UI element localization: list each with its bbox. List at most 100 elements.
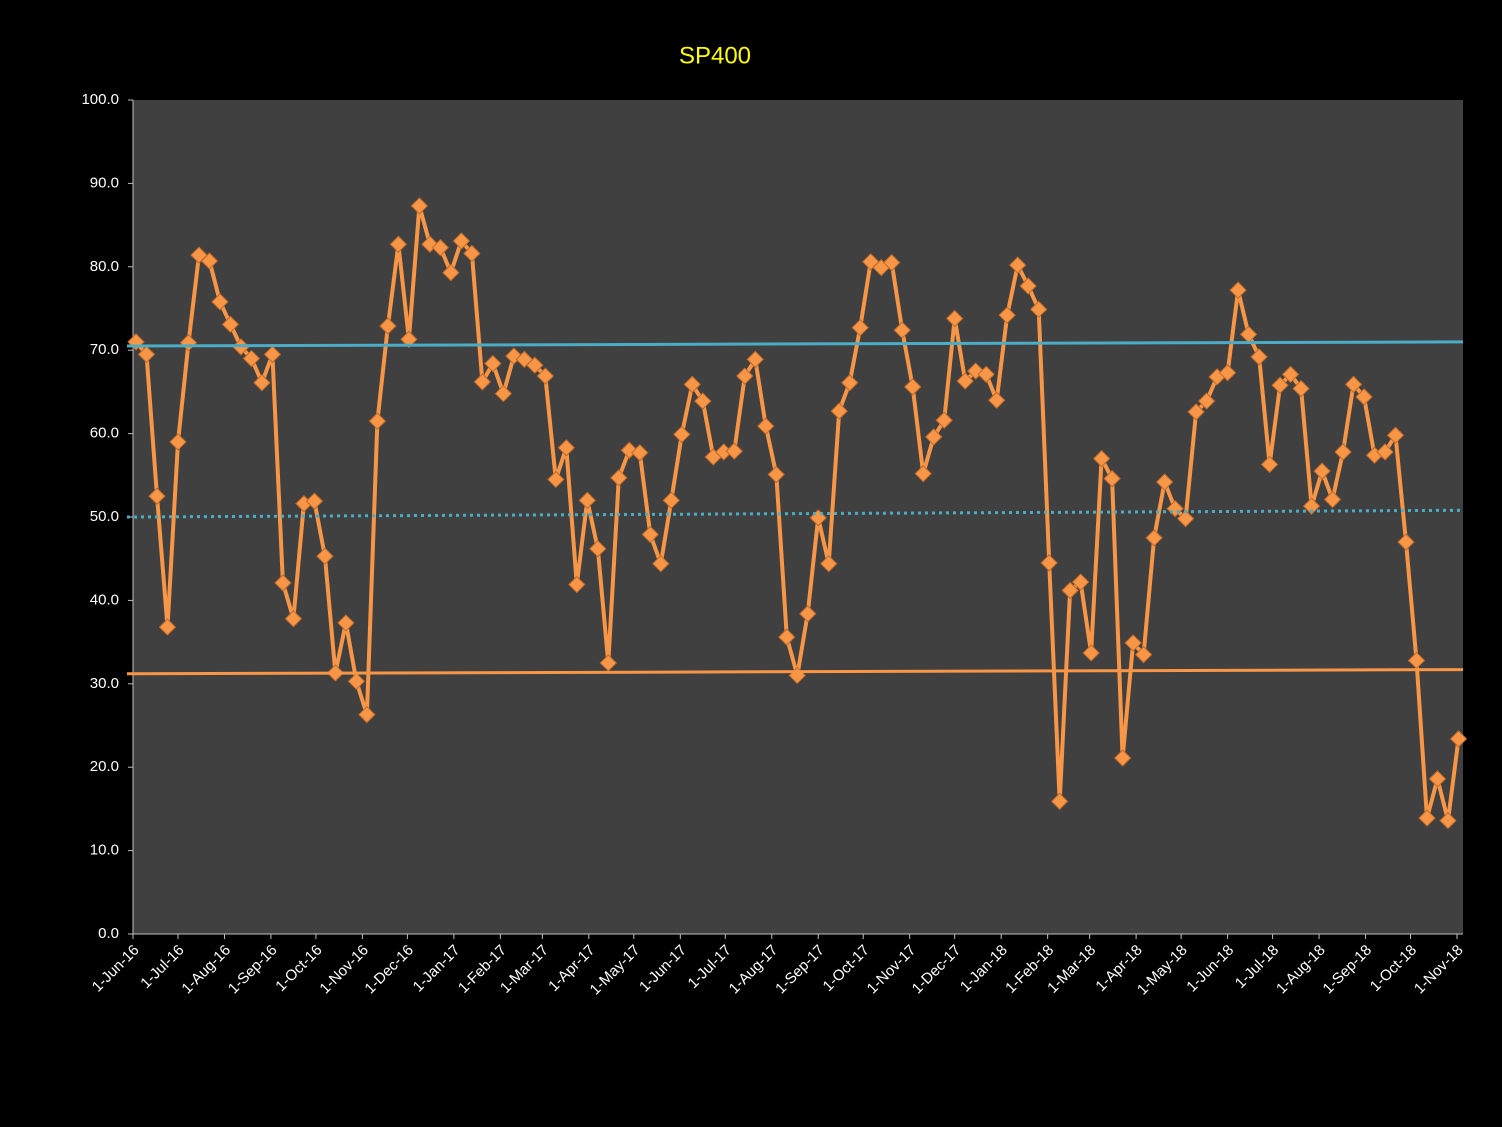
marker <box>736 367 754 385</box>
marker <box>1092 449 1111 468</box>
y-tick-label: 100.0 <box>81 91 119 108</box>
marker <box>431 238 450 257</box>
marker <box>158 618 177 636</box>
marker <box>883 253 901 272</box>
marker <box>757 417 775 435</box>
marker <box>1344 375 1363 394</box>
marker <box>473 373 492 391</box>
marker <box>1071 573 1090 591</box>
marker <box>389 235 408 253</box>
marker <box>1355 388 1373 406</box>
plot-area <box>133 100 1463 934</box>
marker <box>725 442 743 460</box>
marker <box>221 315 240 334</box>
reference-line <box>126 508 1464 519</box>
marker <box>347 672 366 691</box>
marker <box>924 428 943 446</box>
marker <box>945 309 964 328</box>
marker <box>316 547 334 565</box>
y-tick-label: 30.0 <box>90 675 119 692</box>
marker <box>1260 455 1279 474</box>
marker <box>1439 811 1457 830</box>
marker <box>662 491 681 510</box>
y-tick-label: 40.0 <box>90 591 119 608</box>
marker <box>452 232 471 250</box>
marker <box>1134 645 1153 664</box>
marker <box>526 356 544 374</box>
marker <box>274 574 292 592</box>
marker <box>547 470 565 489</box>
marker <box>1386 426 1405 444</box>
reference-line <box>126 340 1464 348</box>
marker <box>494 384 513 403</box>
marker <box>998 306 1016 324</box>
marker <box>200 252 219 270</box>
marker <box>1187 403 1205 421</box>
marker <box>263 345 282 364</box>
marker <box>1292 379 1310 398</box>
marker <box>1271 376 1289 394</box>
marker <box>400 330 418 349</box>
marker <box>799 605 817 623</box>
y-tick-label: 90.0 <box>90 174 119 191</box>
marker <box>1029 300 1048 319</box>
marker <box>1302 497 1321 515</box>
marker <box>767 465 785 484</box>
marker <box>337 614 355 632</box>
marker <box>368 412 387 430</box>
marker <box>778 628 796 646</box>
y-tick-label: 20.0 <box>90 758 119 775</box>
marker <box>137 345 156 364</box>
marker <box>379 317 397 335</box>
marker <box>589 539 607 558</box>
marker <box>1061 581 1079 600</box>
marker <box>1145 529 1163 547</box>
marker <box>1019 277 1037 295</box>
marker <box>1124 634 1142 652</box>
marker <box>1103 469 1121 488</box>
marker <box>1008 256 1027 274</box>
marker <box>505 347 523 365</box>
marker <box>1229 281 1247 299</box>
marker <box>820 554 838 573</box>
marker <box>1155 473 1174 491</box>
marker <box>1313 462 1331 480</box>
marker <box>442 263 460 282</box>
marker <box>148 487 166 505</box>
y-tick-label: 10.0 <box>90 842 119 859</box>
marker <box>683 375 701 394</box>
marker <box>631 444 649 462</box>
marker <box>1082 644 1100 662</box>
marker <box>641 525 660 544</box>
marker <box>1376 443 1394 461</box>
marker <box>1323 490 1342 509</box>
marker <box>358 705 376 724</box>
marker <box>1218 364 1237 382</box>
marker <box>903 378 922 396</box>
marker <box>652 554 670 573</box>
marker <box>956 372 974 390</box>
marker <box>1418 809 1436 827</box>
marker <box>935 411 953 429</box>
marker <box>536 367 555 385</box>
marker <box>1113 749 1132 767</box>
marker <box>1449 730 1468 748</box>
marker <box>169 433 187 451</box>
marker <box>284 610 303 628</box>
marker <box>851 318 869 337</box>
marker <box>977 365 995 384</box>
marker <box>242 349 261 368</box>
marker <box>914 464 932 483</box>
marker <box>463 244 481 263</box>
y-tick-label: 50.0 <box>90 508 119 525</box>
marker <box>1428 770 1447 788</box>
marker <box>1281 365 1300 384</box>
marker <box>862 253 880 271</box>
marker <box>1197 392 1216 410</box>
marker <box>1176 509 1195 528</box>
y-tick-label: 70.0 <box>90 341 119 358</box>
y-tick-label: 80.0 <box>90 258 119 275</box>
marker <box>253 374 271 392</box>
marker <box>830 402 848 420</box>
